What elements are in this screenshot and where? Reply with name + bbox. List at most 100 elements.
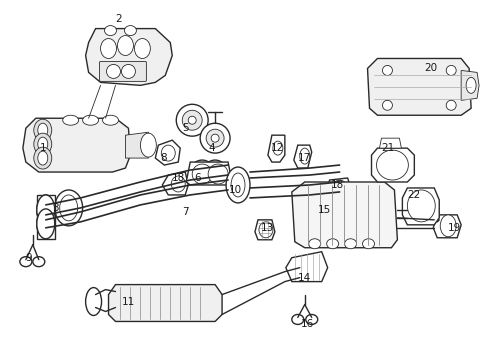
Ellipse shape bbox=[82, 115, 99, 125]
Ellipse shape bbox=[38, 123, 48, 137]
Ellipse shape bbox=[34, 133, 52, 155]
Ellipse shape bbox=[121, 64, 135, 78]
Ellipse shape bbox=[272, 141, 282, 155]
Ellipse shape bbox=[446, 66, 455, 75]
Ellipse shape bbox=[60, 195, 78, 221]
Polygon shape bbox=[460, 71, 478, 100]
Text: 13: 13 bbox=[261, 223, 274, 233]
Text: 18: 18 bbox=[330, 180, 344, 190]
Ellipse shape bbox=[176, 104, 208, 136]
Text: 6: 6 bbox=[193, 173, 200, 183]
Ellipse shape bbox=[344, 239, 356, 249]
Polygon shape bbox=[432, 215, 460, 238]
Ellipse shape bbox=[308, 239, 320, 249]
Polygon shape bbox=[162, 172, 188, 195]
Ellipse shape bbox=[439, 215, 455, 237]
Ellipse shape bbox=[134, 39, 150, 58]
Ellipse shape bbox=[326, 239, 338, 249]
Polygon shape bbox=[293, 145, 311, 168]
Ellipse shape bbox=[299, 148, 309, 164]
Text: 14: 14 bbox=[298, 273, 311, 283]
Ellipse shape bbox=[104, 26, 116, 36]
Polygon shape bbox=[254, 220, 274, 240]
Ellipse shape bbox=[161, 145, 175, 161]
Text: 5: 5 bbox=[182, 123, 188, 133]
Polygon shape bbox=[108, 285, 222, 321]
Ellipse shape bbox=[171, 176, 185, 192]
Ellipse shape bbox=[203, 160, 226, 184]
Polygon shape bbox=[155, 140, 180, 165]
Ellipse shape bbox=[117, 36, 133, 55]
Ellipse shape bbox=[182, 110, 202, 130]
Ellipse shape bbox=[446, 100, 455, 110]
Ellipse shape bbox=[376, 150, 407, 180]
Text: 12: 12 bbox=[271, 143, 284, 153]
Text: 19: 19 bbox=[447, 223, 460, 233]
Text: 17: 17 bbox=[298, 153, 311, 163]
Polygon shape bbox=[186, 162, 232, 185]
Text: 20: 20 bbox=[424, 63, 437, 73]
Polygon shape bbox=[379, 138, 401, 148]
Ellipse shape bbox=[208, 164, 227, 184]
Ellipse shape bbox=[305, 315, 317, 324]
Text: 4: 4 bbox=[208, 143, 215, 153]
Polygon shape bbox=[291, 182, 397, 248]
Text: 16: 16 bbox=[301, 319, 314, 329]
Text: 9: 9 bbox=[25, 253, 32, 263]
Polygon shape bbox=[324, 178, 351, 202]
Ellipse shape bbox=[362, 239, 374, 249]
Ellipse shape bbox=[140, 133, 156, 157]
Ellipse shape bbox=[124, 26, 136, 36]
Text: 18: 18 bbox=[171, 173, 184, 183]
Polygon shape bbox=[367, 58, 470, 115]
Polygon shape bbox=[37, 195, 55, 239]
Ellipse shape bbox=[38, 151, 48, 165]
Ellipse shape bbox=[20, 257, 32, 267]
Ellipse shape bbox=[225, 167, 249, 203]
Ellipse shape bbox=[101, 39, 116, 58]
Ellipse shape bbox=[34, 147, 52, 169]
Text: 3: 3 bbox=[52, 203, 59, 213]
Ellipse shape bbox=[102, 115, 118, 125]
Polygon shape bbox=[85, 28, 172, 85]
Text: 8: 8 bbox=[160, 153, 166, 163]
FancyBboxPatch shape bbox=[100, 62, 146, 81]
Ellipse shape bbox=[211, 134, 219, 142]
Polygon shape bbox=[402, 188, 438, 225]
Ellipse shape bbox=[291, 315, 303, 324]
Ellipse shape bbox=[382, 100, 392, 110]
Ellipse shape bbox=[37, 195, 55, 225]
Ellipse shape bbox=[259, 222, 272, 238]
Ellipse shape bbox=[37, 209, 55, 239]
Ellipse shape bbox=[37, 209, 55, 239]
Ellipse shape bbox=[37, 195, 55, 225]
Text: 2: 2 bbox=[115, 14, 122, 24]
Polygon shape bbox=[125, 132, 152, 158]
Ellipse shape bbox=[465, 77, 475, 93]
Ellipse shape bbox=[33, 257, 45, 267]
Ellipse shape bbox=[407, 190, 434, 222]
Polygon shape bbox=[285, 252, 327, 282]
Text: 7: 7 bbox=[182, 207, 188, 217]
Ellipse shape bbox=[188, 116, 196, 124]
Ellipse shape bbox=[34, 119, 52, 141]
Ellipse shape bbox=[195, 165, 209, 179]
Text: 1: 1 bbox=[40, 143, 46, 153]
Polygon shape bbox=[267, 135, 285, 162]
Ellipse shape bbox=[208, 165, 222, 179]
Polygon shape bbox=[23, 118, 130, 172]
Text: 11: 11 bbox=[122, 297, 135, 306]
Ellipse shape bbox=[331, 180, 347, 200]
Ellipse shape bbox=[55, 190, 82, 226]
Ellipse shape bbox=[190, 160, 214, 184]
Ellipse shape bbox=[62, 115, 79, 125]
Ellipse shape bbox=[106, 64, 120, 78]
Text: 15: 15 bbox=[317, 205, 331, 215]
Ellipse shape bbox=[230, 173, 244, 197]
Text: 22: 22 bbox=[407, 190, 420, 200]
Text: 10: 10 bbox=[228, 185, 241, 195]
Ellipse shape bbox=[200, 123, 229, 153]
Ellipse shape bbox=[192, 164, 212, 184]
Ellipse shape bbox=[38, 137, 48, 151]
Polygon shape bbox=[371, 148, 413, 182]
